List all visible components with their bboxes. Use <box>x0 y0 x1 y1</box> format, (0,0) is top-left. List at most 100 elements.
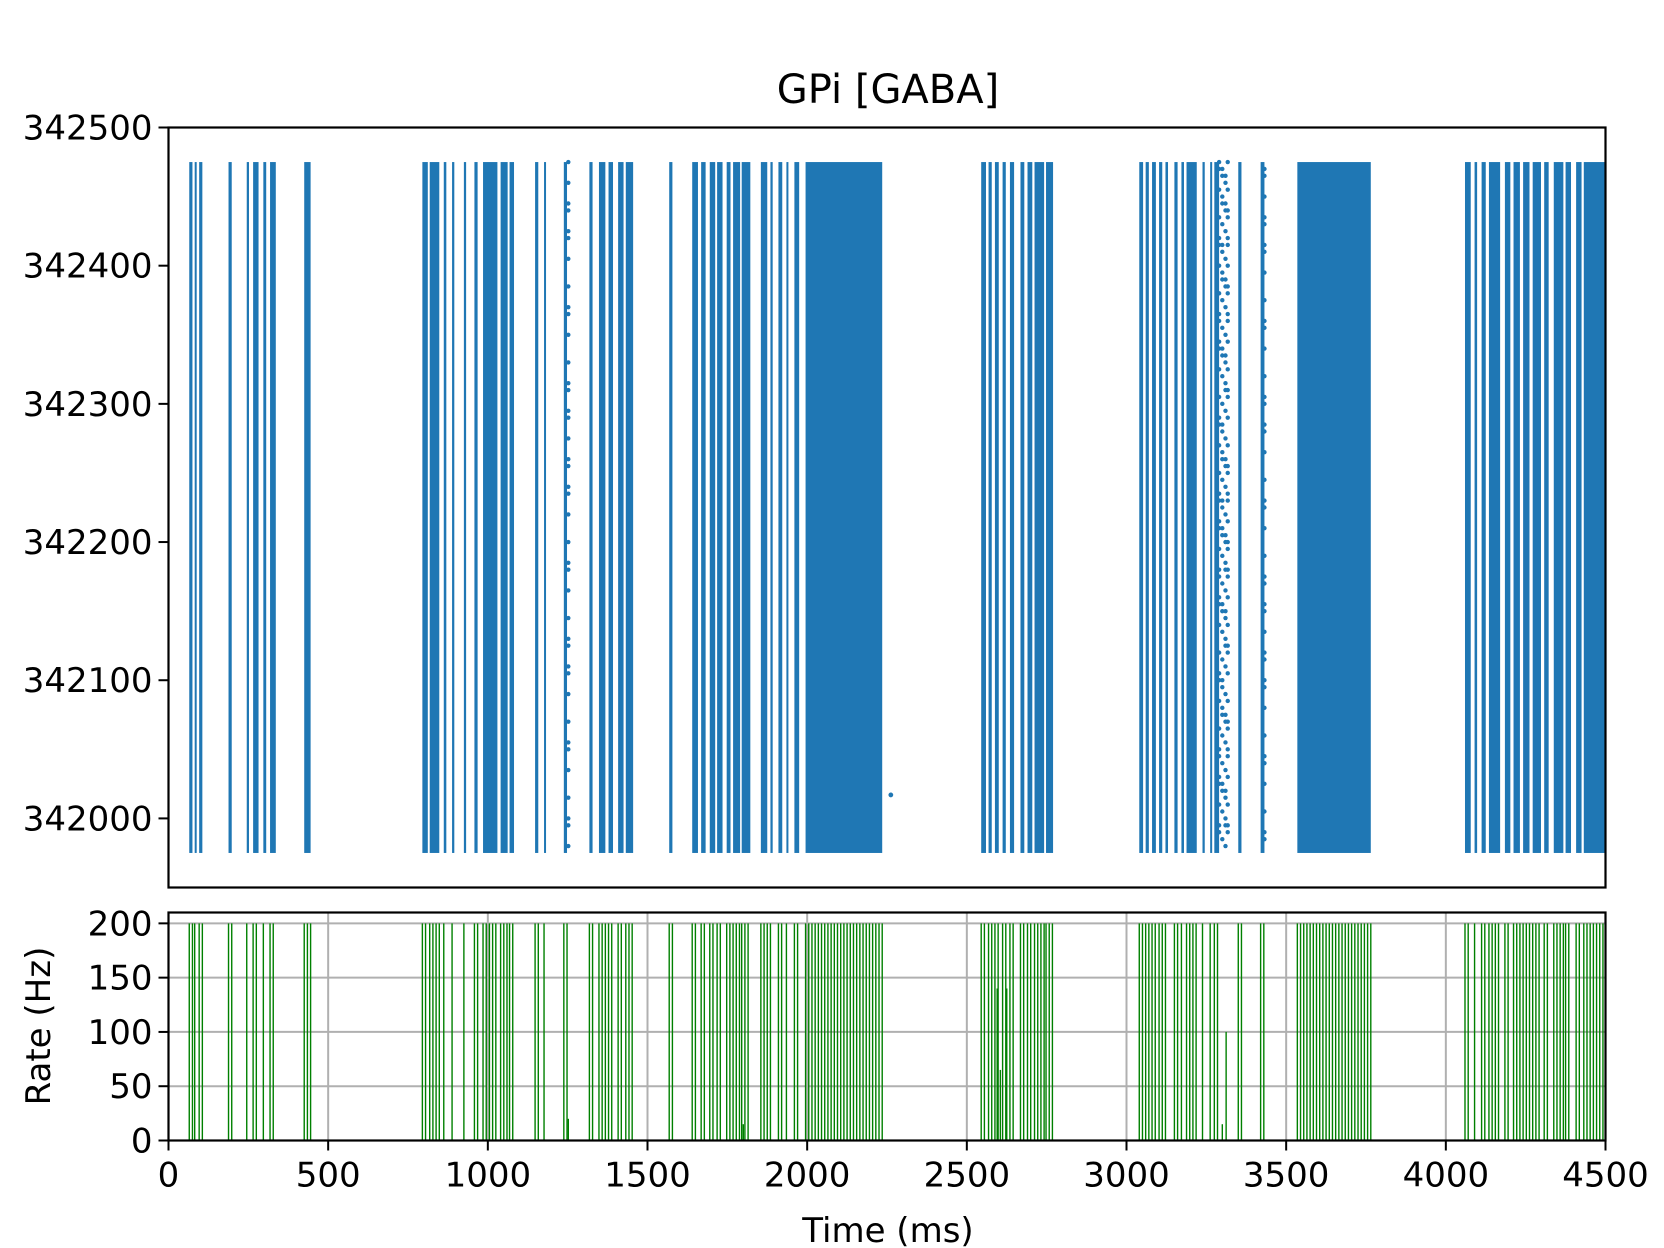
spike-point <box>1225 284 1230 289</box>
spike-point <box>1223 512 1228 517</box>
spike-point <box>1223 201 1228 206</box>
spike-band <box>1202 162 1205 853</box>
spike-point <box>1216 519 1222 524</box>
spike-point <box>1225 539 1230 545</box>
spike-point <box>1216 498 1222 503</box>
spike-point <box>1225 187 1230 192</box>
spike-point <box>1262 781 1267 787</box>
spike-point <box>1262 581 1267 586</box>
spike-point <box>1216 235 1222 241</box>
spike-point <box>1220 374 1225 379</box>
spike-band <box>1034 162 1045 853</box>
spike-point <box>1225 367 1230 372</box>
spike-point <box>1220 788 1225 793</box>
spike-point <box>1262 526 1267 531</box>
spike-point <box>566 567 571 572</box>
spike-band <box>760 162 768 853</box>
spike-band <box>452 162 455 853</box>
spike-band <box>1504 162 1511 853</box>
spike-band <box>463 162 467 853</box>
spike-band <box>733 162 741 853</box>
spike-point <box>566 408 571 413</box>
spike-point <box>1220 705 1225 711</box>
spike-point <box>1216 318 1222 324</box>
rate-x-tick-label: 4000 <box>1403 1156 1490 1196</box>
spike-point <box>566 615 571 621</box>
spike-band <box>304 162 311 853</box>
spike-point <box>1225 823 1230 828</box>
spike-point <box>1223 484 1228 489</box>
spike-point <box>1225 387 1230 393</box>
spike-point <box>1223 173 1228 179</box>
spike-band <box>988 162 992 853</box>
spike-point <box>1220 422 1225 427</box>
spike-point <box>1223 691 1228 697</box>
raster-marks <box>189 159 1606 853</box>
spike-point <box>566 512 571 517</box>
spike-point <box>1262 298 1267 303</box>
spike-band <box>1139 162 1144 853</box>
rate-x-tick-label: 4500 <box>1562 1156 1649 1196</box>
spike-point <box>566 304 571 310</box>
spike-point <box>1216 394 1222 400</box>
spike-point <box>1220 429 1225 434</box>
spike-point <box>1262 733 1267 738</box>
spike-band <box>805 162 883 853</box>
spike-point <box>1262 422 1267 427</box>
spike-point <box>566 671 571 676</box>
spike-point <box>1216 622 1222 628</box>
spike-band <box>709 162 716 853</box>
spike-point <box>1225 491 1230 496</box>
spike-point <box>1223 588 1228 593</box>
rate-x-tick-label: 2500 <box>924 1156 1011 1196</box>
spike-band <box>253 162 259 853</box>
spike-band <box>1181 162 1184 853</box>
spike-band <box>1009 162 1015 853</box>
spike-point <box>1223 664 1228 669</box>
spike-point <box>1216 698 1222 704</box>
spike-point <box>1223 767 1228 773</box>
spike-point <box>1220 477 1225 483</box>
spike-point <box>1223 788 1228 793</box>
rate-x-axis-label: Time (ms) <box>801 1211 973 1248</box>
spike-band <box>1474 162 1478 853</box>
spike-band <box>1159 162 1163 853</box>
rate-x-tick-label: 0 <box>158 1156 180 1196</box>
spike-point <box>1223 380 1228 386</box>
spike-point <box>1262 166 1267 172</box>
spike-point <box>1223 228 1228 234</box>
spike-point <box>566 235 571 241</box>
spike-point <box>1262 429 1267 434</box>
spike-point <box>1220 760 1225 766</box>
spike-point <box>1220 173 1225 179</box>
spike-point <box>1216 263 1222 268</box>
spike-point <box>1262 705 1267 711</box>
spike-point <box>566 208 571 213</box>
spike-point <box>1225 463 1230 469</box>
spike-point <box>1262 215 1267 220</box>
spike-band <box>692 162 698 853</box>
spike-point <box>1220 608 1225 614</box>
spike-point <box>1216 291 1222 296</box>
spike-point <box>1220 526 1225 531</box>
spike-band <box>535 162 539 853</box>
spike-band <box>1464 162 1471 853</box>
spike-point <box>1216 346 1222 351</box>
spike-point <box>1262 760 1267 766</box>
spike-band <box>598 162 606 853</box>
spike-point <box>1223 636 1228 641</box>
spike-point <box>1216 546 1222 552</box>
spike-point <box>1225 263 1230 268</box>
spike-band <box>1210 162 1213 853</box>
spike-point <box>1216 671 1222 676</box>
spike-band <box>270 162 276 853</box>
spike-point <box>1262 318 1267 324</box>
spike-point <box>1225 339 1230 344</box>
spike-band <box>1186 162 1197 853</box>
spike-point <box>566 823 571 828</box>
raster-y-tick-label: 342100 <box>23 661 153 701</box>
spike-point <box>566 643 571 648</box>
spike-point <box>1216 678 1222 683</box>
spike-point <box>1216 574 1222 579</box>
spike-band <box>544 162 547 853</box>
